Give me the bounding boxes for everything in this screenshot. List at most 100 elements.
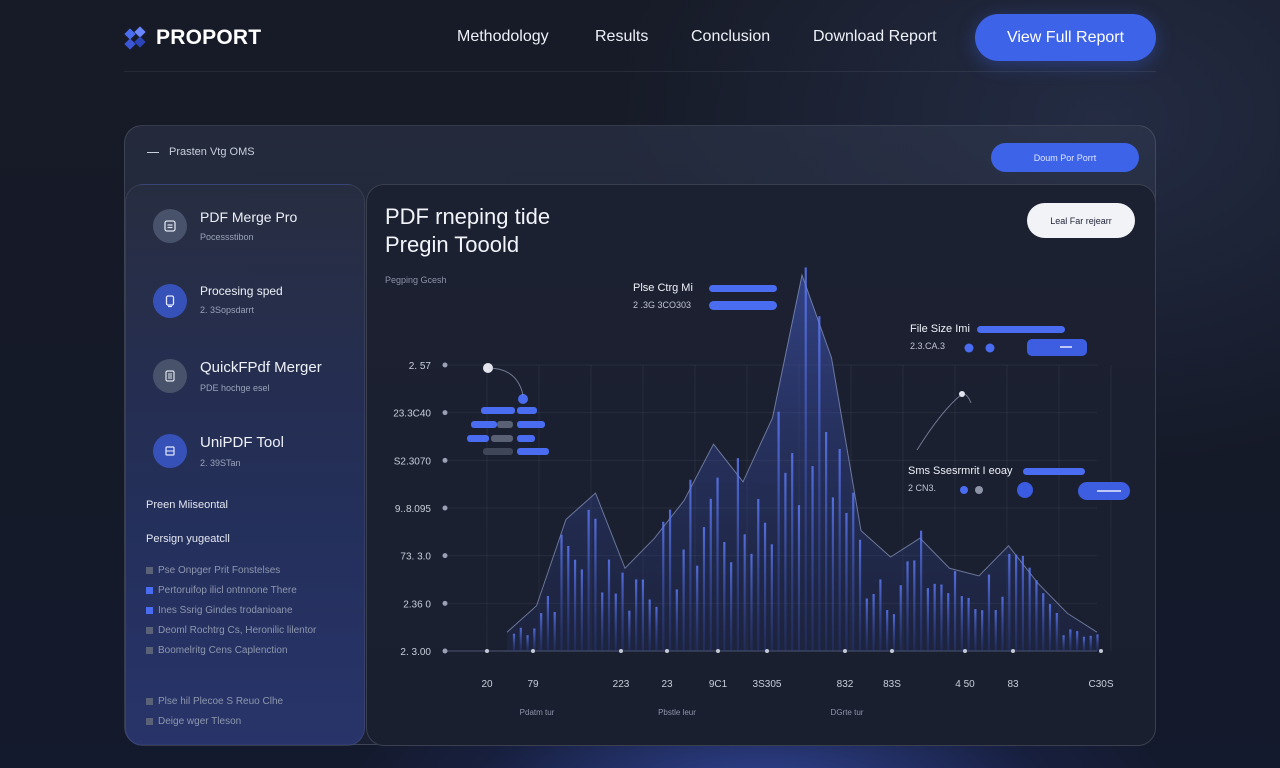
chart-bar xyxy=(947,593,950,651)
connector-line xyxy=(916,393,972,451)
legend-item[interactable]: Deoml Rochtrg Cs, Heronilic lilentor xyxy=(146,620,316,640)
annotation-dot xyxy=(975,486,983,494)
chart-bar xyxy=(723,542,726,651)
stack-icon xyxy=(153,434,187,468)
legend-item[interactable]: Pse Onpger Prit Fonstelses xyxy=(146,560,316,580)
nav-link-methodology[interactable]: Methodology xyxy=(457,28,549,45)
panel-header: Prasten Vtg OMS xyxy=(147,146,255,158)
x-axis-label: Pbstle leur xyxy=(658,708,696,717)
chart-card: PDF rneping tide Pregin Tooold Pegping G… xyxy=(366,184,1156,746)
brand-logo[interactable]: PROPORT xyxy=(124,26,261,50)
chart-bar xyxy=(791,453,794,651)
envelope-line xyxy=(506,273,1098,633)
chart-bar xyxy=(899,585,902,651)
device-icon xyxy=(153,284,187,318)
nav-link-download-report[interactable]: Download Report xyxy=(813,28,937,45)
chart-bar xyxy=(872,594,875,651)
tool-item-pdf-merge-pro[interactable]: PDF Merge Pro Pocessstibon xyxy=(153,209,297,243)
x-tick-dot xyxy=(963,649,967,653)
annotation-dot xyxy=(985,343,995,353)
x-tick-dot xyxy=(485,649,489,653)
chart-bar xyxy=(1055,612,1058,651)
x-tick-label: C30S xyxy=(1088,679,1113,690)
nav-link-conclusion[interactable]: Conclusion xyxy=(691,28,771,45)
annotation-bar xyxy=(709,285,777,292)
nav-link-results[interactable]: Results xyxy=(595,28,649,45)
x-tick-dot xyxy=(890,649,894,653)
tool-item-unipdf-tool[interactable]: UniPDF Tool 2. 39STan xyxy=(153,434,284,468)
x-tick-dot xyxy=(1099,649,1103,653)
y-tick-label: 23.3C40 xyxy=(393,409,431,420)
legend-list: Pse Onpger Prit Fonstelses Pertoruifop i… xyxy=(146,560,316,660)
chart-bar xyxy=(662,521,665,651)
annotation-pill xyxy=(709,301,777,310)
tool-item-quickpdf-merger[interactable]: QuickFPdf Merger PDE hochge esel xyxy=(153,359,322,393)
chart-bar xyxy=(580,569,583,651)
chart-bar xyxy=(831,497,834,651)
area-fill xyxy=(507,275,1097,651)
chart-bar xyxy=(696,565,699,651)
chart-bar xyxy=(648,599,651,651)
chart-bar xyxy=(852,492,855,651)
cluster-bar xyxy=(517,421,545,428)
legend-item[interactable]: Ines Ssrig Gindes trodanioane xyxy=(146,600,316,620)
cluster-bar xyxy=(517,435,535,442)
tool-item-processing-speed[interactable]: Procesing sped 2. 3Sopsdarrt xyxy=(153,284,283,318)
footer-item[interactable]: Plse hil Plecoe S Reuo Clhe xyxy=(146,691,283,711)
chart-bar xyxy=(804,267,807,651)
tool-sub: 2. 3Sopsdarrt xyxy=(200,305,255,315)
view-full-report-button[interactable]: View Full Report xyxy=(975,14,1156,61)
chart-bar xyxy=(709,498,712,651)
chart-bar xyxy=(1096,634,1099,651)
marker-dot xyxy=(518,394,528,404)
x-axis-label: DGrte tur xyxy=(831,708,864,717)
brand-name: PROPORT xyxy=(156,26,262,49)
chart-title: PDF rneping tide Pregin Tooold xyxy=(385,204,551,257)
x-tick-dot xyxy=(716,649,720,653)
x-tick-label: 223 xyxy=(613,679,630,690)
chart-bar xyxy=(1062,635,1065,651)
footer-item[interactable]: Deige wger Tleson xyxy=(146,711,283,731)
chart-bar xyxy=(879,579,882,651)
load-report-button[interactable]: Leal Far rejearr xyxy=(1027,203,1135,238)
document-icon xyxy=(153,209,187,243)
tool-sub: PDE hochge esel xyxy=(200,383,270,393)
chart-bar xyxy=(784,472,787,651)
panel-title: Prasten Vtg OMS xyxy=(169,146,255,158)
chart-bar xyxy=(1089,635,1092,651)
tick-dot xyxy=(442,457,448,463)
x-tick-dot xyxy=(531,649,535,653)
chart-caption: Pegping Gcesh xyxy=(385,275,447,285)
annotation-pill[interactable] xyxy=(1027,339,1087,356)
chart-bar xyxy=(913,560,916,651)
cluster-bar xyxy=(491,435,513,442)
annotation-dot xyxy=(1017,482,1033,498)
cluster-bar xyxy=(471,421,497,428)
chart-bar xyxy=(512,633,516,651)
chart-bar xyxy=(926,588,929,651)
chart-bar xyxy=(730,562,733,651)
chart-bar xyxy=(519,627,522,651)
chart-canvas: 2. 57 23.3C40 S2.3070 9..8.095 73. 3.0 2.36 0… xyxy=(393,267,1130,717)
legend-item[interactable]: Pertoruifop ilicl ontnnone There xyxy=(146,580,316,600)
square-icon xyxy=(146,717,153,725)
annotation-dot xyxy=(964,343,974,353)
chart-bar xyxy=(967,597,970,651)
cluster-bar xyxy=(467,435,489,442)
annotation-label: Sms Ssesrmrit I eoay xyxy=(908,465,1013,477)
section-heading: Persign yugeatcll xyxy=(146,533,230,545)
chart-bar xyxy=(560,534,563,651)
chart-bar xyxy=(1076,631,1079,651)
square-icon xyxy=(146,606,153,614)
legend-item[interactable]: Boomelritg Cens Caplenction xyxy=(146,640,316,660)
tools-sidebar: PDF Merge Pro Pocessstibon Procesing spe… xyxy=(125,184,365,746)
x-tick-label: 83 xyxy=(1007,679,1019,690)
cluster-bar xyxy=(517,407,537,414)
chart-bar xyxy=(777,411,780,651)
cluster-bar xyxy=(483,448,513,455)
x-tick-label: 4 50 xyxy=(955,679,975,690)
chart-bar xyxy=(594,518,597,651)
panel-report-button[interactable]: Doum Por Porrt xyxy=(991,143,1139,172)
chart-bar xyxy=(689,479,692,651)
chart-bar xyxy=(845,512,848,651)
